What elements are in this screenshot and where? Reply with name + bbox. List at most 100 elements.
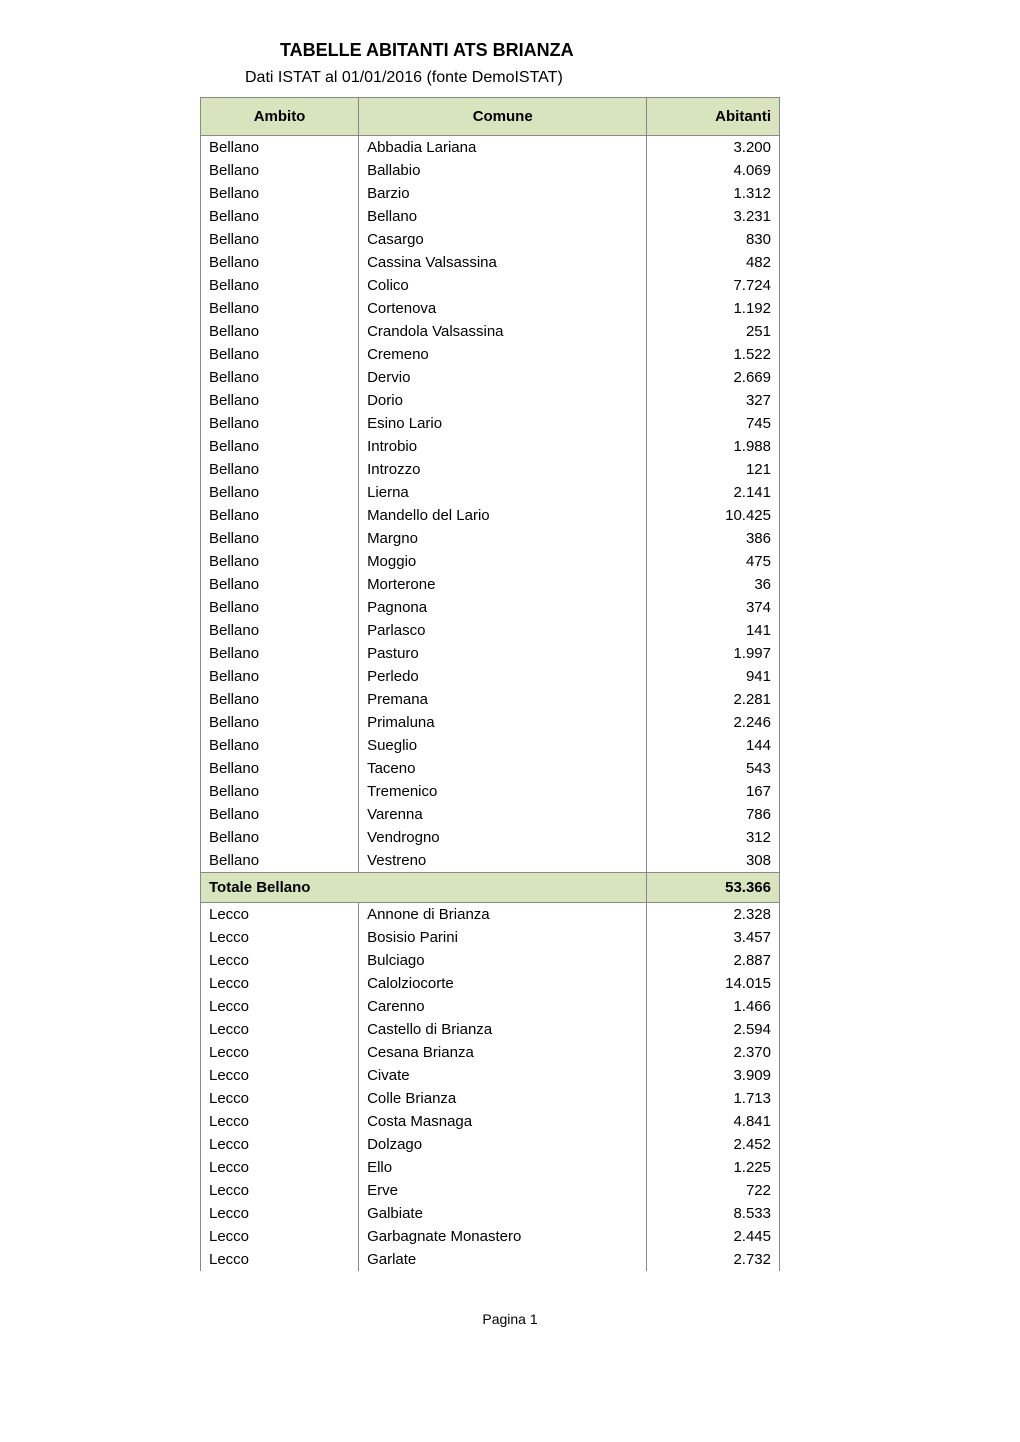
table-row: BellanoCasargo830 bbox=[201, 228, 780, 251]
table-row: BellanoVarenna786 bbox=[201, 803, 780, 826]
table-cell: Bellano bbox=[201, 642, 359, 665]
table-row: BellanoIntrobio1.988 bbox=[201, 435, 780, 458]
table-cell: Sueglio bbox=[359, 734, 647, 757]
table-cell: Cesana Brianza bbox=[359, 1041, 647, 1064]
table-cell: Lecco bbox=[201, 1041, 359, 1064]
table-cell: 3.200 bbox=[647, 136, 780, 160]
table-cell: 1.192 bbox=[647, 297, 780, 320]
table-body: BellanoAbbadia Lariana3.200BellanoBallab… bbox=[201, 136, 780, 1272]
table-cell: Bellano bbox=[201, 458, 359, 481]
table-row: BellanoDorio327 bbox=[201, 389, 780, 412]
table-cell: Bellano bbox=[201, 366, 359, 389]
table-row: LeccoCalolziocorte14.015 bbox=[201, 972, 780, 995]
table-row: LeccoDolzago2.452 bbox=[201, 1133, 780, 1156]
table-cell: Bellano bbox=[201, 481, 359, 504]
table-row: LeccoGarbagnate Monastero2.445 bbox=[201, 1225, 780, 1248]
table-cell: Lecco bbox=[201, 1225, 359, 1248]
table-cell: Mandello del Lario bbox=[359, 504, 647, 527]
table-row: BellanoMandello del Lario10.425 bbox=[201, 504, 780, 527]
table-cell: Primaluna bbox=[359, 711, 647, 734]
table-cell: Ballabio bbox=[359, 159, 647, 182]
table-row: BellanoCremeno1.522 bbox=[201, 343, 780, 366]
table-row: LeccoGarlate2.732 bbox=[201, 1248, 780, 1271]
table-cell: 2.141 bbox=[647, 481, 780, 504]
table-cell: Lecco bbox=[201, 1064, 359, 1087]
table-cell: 144 bbox=[647, 734, 780, 757]
table-cell: Bellano bbox=[201, 251, 359, 274]
table-cell: Dorio bbox=[359, 389, 647, 412]
table-cell: Castello di Brianza bbox=[359, 1018, 647, 1041]
table-cell: Vendrogno bbox=[359, 826, 647, 849]
page-container: TABELLE ABITANTI ATS BRIANZA Dati ISTAT … bbox=[0, 0, 1020, 1367]
table-cell: 2.370 bbox=[647, 1041, 780, 1064]
table-cell: Bellano bbox=[201, 734, 359, 757]
table-row: LeccoCosta Masnaga4.841 bbox=[201, 1110, 780, 1133]
table-cell: Civate bbox=[359, 1064, 647, 1087]
table-row: BellanoSueglio144 bbox=[201, 734, 780, 757]
table-cell: Lecco bbox=[201, 1248, 359, 1271]
table-cell: 2.452 bbox=[647, 1133, 780, 1156]
table-cell: Erve bbox=[359, 1179, 647, 1202]
table-row: BellanoEsino Lario745 bbox=[201, 412, 780, 435]
table-row: BellanoMoggio475 bbox=[201, 550, 780, 573]
table-cell: 722 bbox=[647, 1179, 780, 1202]
table-cell: 251 bbox=[647, 320, 780, 343]
table-row: BellanoColico7.724 bbox=[201, 274, 780, 297]
table-cell: Ello bbox=[359, 1156, 647, 1179]
table-cell: 3.909 bbox=[647, 1064, 780, 1087]
table-cell: 386 bbox=[647, 527, 780, 550]
table-cell: Bellano bbox=[201, 412, 359, 435]
table-cell: 2.732 bbox=[647, 1248, 780, 1271]
table-cell: 3.457 bbox=[647, 926, 780, 949]
table-header-row: Ambito Comune Abitanti bbox=[201, 98, 780, 136]
table-cell: Bellano bbox=[201, 757, 359, 780]
table-cell: Bellano bbox=[359, 205, 647, 228]
table-cell: 1.713 bbox=[647, 1087, 780, 1110]
table-cell: Abbadia Lariana bbox=[359, 136, 647, 160]
table-cell: 786 bbox=[647, 803, 780, 826]
table-cell: Lecco bbox=[201, 1110, 359, 1133]
table-cell: Bellano bbox=[201, 435, 359, 458]
table-cell: Crandola Valsassina bbox=[359, 320, 647, 343]
table-cell: Bellano bbox=[201, 711, 359, 734]
table-cell: 2.594 bbox=[647, 1018, 780, 1041]
table-row: BellanoBellano3.231 bbox=[201, 205, 780, 228]
table-cell: 167 bbox=[647, 780, 780, 803]
page-footer: Pagina 1 bbox=[60, 1311, 960, 1327]
table-cell: Colico bbox=[359, 274, 647, 297]
table-row: LeccoCesana Brianza2.370 bbox=[201, 1041, 780, 1064]
table-cell: 2.669 bbox=[647, 366, 780, 389]
table-cell: Barzio bbox=[359, 182, 647, 205]
table-cell: Taceno bbox=[359, 757, 647, 780]
table-cell: Bellano bbox=[201, 504, 359, 527]
table-row: BellanoAbbadia Lariana3.200 bbox=[201, 136, 780, 160]
table-cell: 308 bbox=[647, 849, 780, 873]
table-cell: Cortenova bbox=[359, 297, 647, 320]
table-cell: Bellano bbox=[201, 274, 359, 297]
page-title: TABELLE ABITANTI ATS BRIANZA bbox=[280, 40, 960, 61]
table-row: LeccoGalbiate8.533 bbox=[201, 1202, 780, 1225]
table-cell: Lecco bbox=[201, 903, 359, 927]
table-row: BellanoPrimaluna2.246 bbox=[201, 711, 780, 734]
table-row: BellanoDervio2.669 bbox=[201, 366, 780, 389]
table-cell: Lecco bbox=[201, 926, 359, 949]
table-cell: 36 bbox=[647, 573, 780, 596]
table-row: BellanoMorterone36 bbox=[201, 573, 780, 596]
table-cell: Bellano bbox=[201, 688, 359, 711]
table-cell: Premana bbox=[359, 688, 647, 711]
table-cell: Vestreno bbox=[359, 849, 647, 873]
table-row: BellanoCassina Valsassina482 bbox=[201, 251, 780, 274]
table-row: LeccoCastello di Brianza2.594 bbox=[201, 1018, 780, 1041]
table-cell: Lecco bbox=[201, 1133, 359, 1156]
table-cell: Margno bbox=[359, 527, 647, 550]
table-cell: 4.841 bbox=[647, 1110, 780, 1133]
table-cell: Bellano bbox=[201, 228, 359, 251]
table-row: BellanoPasturo1.997 bbox=[201, 642, 780, 665]
data-table: Ambito Comune Abitanti BellanoAbbadia La… bbox=[200, 97, 780, 1271]
table-row: BellanoPagnona374 bbox=[201, 596, 780, 619]
table-cell: Pagnona bbox=[359, 596, 647, 619]
table-cell: Bellano bbox=[201, 596, 359, 619]
table-cell: Bellano bbox=[201, 665, 359, 688]
table-cell: Galbiate bbox=[359, 1202, 647, 1225]
table-cell: Bellano bbox=[201, 320, 359, 343]
